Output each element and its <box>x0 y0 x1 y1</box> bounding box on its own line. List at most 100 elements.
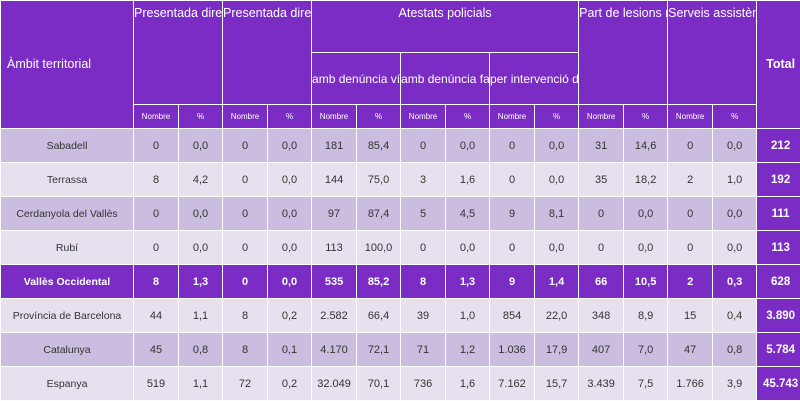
row-area-label: Espanya <box>1 367 134 401</box>
cell-total: 5.784 <box>757 333 800 367</box>
cell-nombre: 44 <box>134 299 179 333</box>
cell-percent: 1,1 <box>179 299 223 333</box>
subheader-percent: % <box>624 105 668 129</box>
cell-nombre: 15 <box>668 299 713 333</box>
cell-percent: 66,4 <box>357 299 401 333</box>
cell-nombre: 407 <box>579 333 624 367</box>
row-area-label: Terrassa <box>1 163 134 197</box>
cell-percent: 72,1 <box>357 333 401 367</box>
cell-percent: 1,4 <box>535 265 579 299</box>
cell-nombre: 8 <box>223 299 268 333</box>
cell-percent: 17,9 <box>535 333 579 367</box>
cell-nombre: 39 <box>401 299 446 333</box>
cell-percent: 0,8 <box>713 333 757 367</box>
cell-total: 628 <box>757 265 800 299</box>
cell-percent: 0,0 <box>179 197 223 231</box>
cell-percent: 1,1 <box>179 367 223 401</box>
cell-nombre: 0 <box>668 197 713 231</box>
cell-percent: 75,0 <box>357 163 401 197</box>
cell-percent: 10,5 <box>624 265 668 299</box>
cell-percent: 1,3 <box>179 265 223 299</box>
subheader-nombre: Nombre <box>223 105 268 129</box>
cell-percent: 0,0 <box>624 231 668 265</box>
cell-percent: 0,0 <box>713 197 757 231</box>
subheader-nombre: Nombre <box>134 105 179 129</box>
cell-nombre: 0 <box>223 197 268 231</box>
cell-nombre: 0 <box>223 265 268 299</box>
cell-percent: 18,2 <box>624 163 668 197</box>
cell-nombre: 0 <box>579 231 624 265</box>
cell-total: 113 <box>757 231 800 265</box>
cell-nombre: 854 <box>490 299 535 333</box>
subheader-nombre: Nombre <box>490 105 535 129</box>
cell-nombre: 113 <box>312 231 357 265</box>
header-area: Àmbit territorial <box>1 1 134 129</box>
cell-percent: 0,0 <box>713 231 757 265</box>
cell-nombre: 1.766 <box>668 367 713 401</box>
cell-nombre: 7.162 <box>490 367 535 401</box>
subheader-nombre: Nombre <box>401 105 446 129</box>
subheader-percent: % <box>357 105 401 129</box>
header-serveis: Serveis assistència-Tercers en general <box>668 1 757 105</box>
cell-nombre: 5 <box>401 197 446 231</box>
cell-nombre: 519 <box>134 367 179 401</box>
cell-percent: 85,2 <box>357 265 401 299</box>
cell-percent: 0,0 <box>268 129 312 163</box>
row-area-label: Província de Barcelona <box>1 299 134 333</box>
header-per-intervencio: per intervenció directa policial <box>490 53 579 105</box>
header-presentada-familiars: Presentada directament per familiars <box>223 1 312 105</box>
row-area-label: Catalunya <box>1 333 134 367</box>
row-area-label: Vallès Occidental <box>1 265 134 299</box>
cell-nombre: 72 <box>223 367 268 401</box>
cell-nombre: 8 <box>401 265 446 299</box>
cell-percent: 7,5 <box>624 367 668 401</box>
cell-percent: 0,0 <box>268 231 312 265</box>
cell-nombre: 0 <box>134 231 179 265</box>
cell-percent: 0,0 <box>268 163 312 197</box>
cell-nombre: 97 <box>312 197 357 231</box>
cell-percent: 1,0 <box>713 163 757 197</box>
subheader-percent: % <box>179 105 223 129</box>
cell-nombre: 4.170 <box>312 333 357 367</box>
cell-percent: 8,1 <box>535 197 579 231</box>
cell-nombre: 2.582 <box>312 299 357 333</box>
cell-percent: 0,0 <box>268 197 312 231</box>
subheader-percent: % <box>535 105 579 129</box>
cell-nombre: 0 <box>668 231 713 265</box>
cell-percent: 0,0 <box>268 265 312 299</box>
cell-percent: 0,0 <box>535 129 579 163</box>
header-amb-denuncia-victima: amb denúncia víctima <box>312 53 401 105</box>
cell-percent: 0,0 <box>179 231 223 265</box>
cell-nombre: 47 <box>668 333 713 367</box>
cell-percent: 0,0 <box>713 129 757 163</box>
cell-nombre: 736 <box>401 367 446 401</box>
subheader-percent: % <box>446 105 490 129</box>
cell-total: 192 <box>757 163 800 197</box>
cell-nombre: 35 <box>579 163 624 197</box>
cell-percent: 7,0 <box>624 333 668 367</box>
cell-percent: 8,9 <box>624 299 668 333</box>
header-total: Total <box>757 1 800 129</box>
cell-percent: 0,0 <box>535 231 579 265</box>
cell-percent: 0,0 <box>624 197 668 231</box>
cell-nombre: 32.049 <box>312 367 357 401</box>
cell-nombre: 0 <box>668 129 713 163</box>
header-amb-denuncia-familiar: amb denúncia familiar <box>401 53 490 105</box>
cell-nombre: 0 <box>401 231 446 265</box>
row-area-label: Cerdanyola del Vallès <box>1 197 134 231</box>
cell-nombre: 0 <box>490 231 535 265</box>
cell-nombre: 0 <box>490 163 535 197</box>
cell-percent: 1,6 <box>446 367 490 401</box>
subheader-nombre: Nombre <box>312 105 357 129</box>
cell-nombre: 144 <box>312 163 357 197</box>
header-presentada-victima: Presentada directament per la víctima al… <box>134 1 223 105</box>
cell-nombre: 0 <box>134 129 179 163</box>
